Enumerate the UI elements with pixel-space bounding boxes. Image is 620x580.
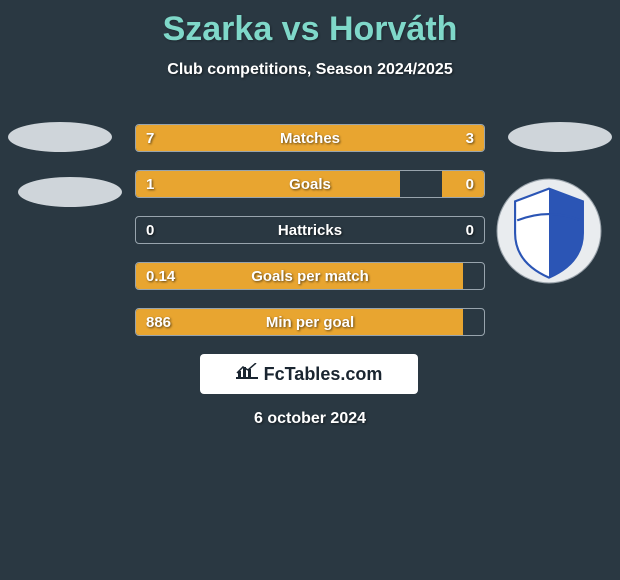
page-subtitle: Club competitions, Season 2024/2025 <box>0 61 620 79</box>
page-title: Szarka vs Horváth <box>0 0 620 49</box>
bar-label: Min per goal <box>136 309 484 335</box>
shield-crest-icon <box>496 178 602 284</box>
bar-value-right: 3 <box>466 125 474 151</box>
bar-row: 7Matches3 <box>135 124 485 152</box>
bar-label: Goals per match <box>136 263 484 289</box>
bar-row: 1Goals0 <box>135 170 485 198</box>
player-left-avatar <box>8 122 112 152</box>
bar-row: 886Min per goal <box>135 308 485 336</box>
bar-label: Goals <box>136 171 484 197</box>
bar-value-right: 0 <box>466 217 474 243</box>
player-right-avatar <box>508 122 612 152</box>
club-right-logo <box>496 178 602 284</box>
bar-label: Matches <box>136 125 484 151</box>
bar-row: 0.14Goals per match <box>135 262 485 290</box>
chart-icon <box>236 363 258 386</box>
bar-label: Hattricks <box>136 217 484 243</box>
comparison-bars: 7Matches31Goals00Hattricks00.14Goals per… <box>135 124 485 354</box>
branding-badge[interactable]: FcTables.com <box>200 354 418 394</box>
bar-row: 0Hattricks0 <box>135 216 485 244</box>
branding-text: FcTables.com <box>264 364 383 385</box>
club-left-logo <box>18 177 122 207</box>
bar-value-right: 0 <box>466 171 474 197</box>
update-date: 6 october 2024 <box>0 410 620 428</box>
